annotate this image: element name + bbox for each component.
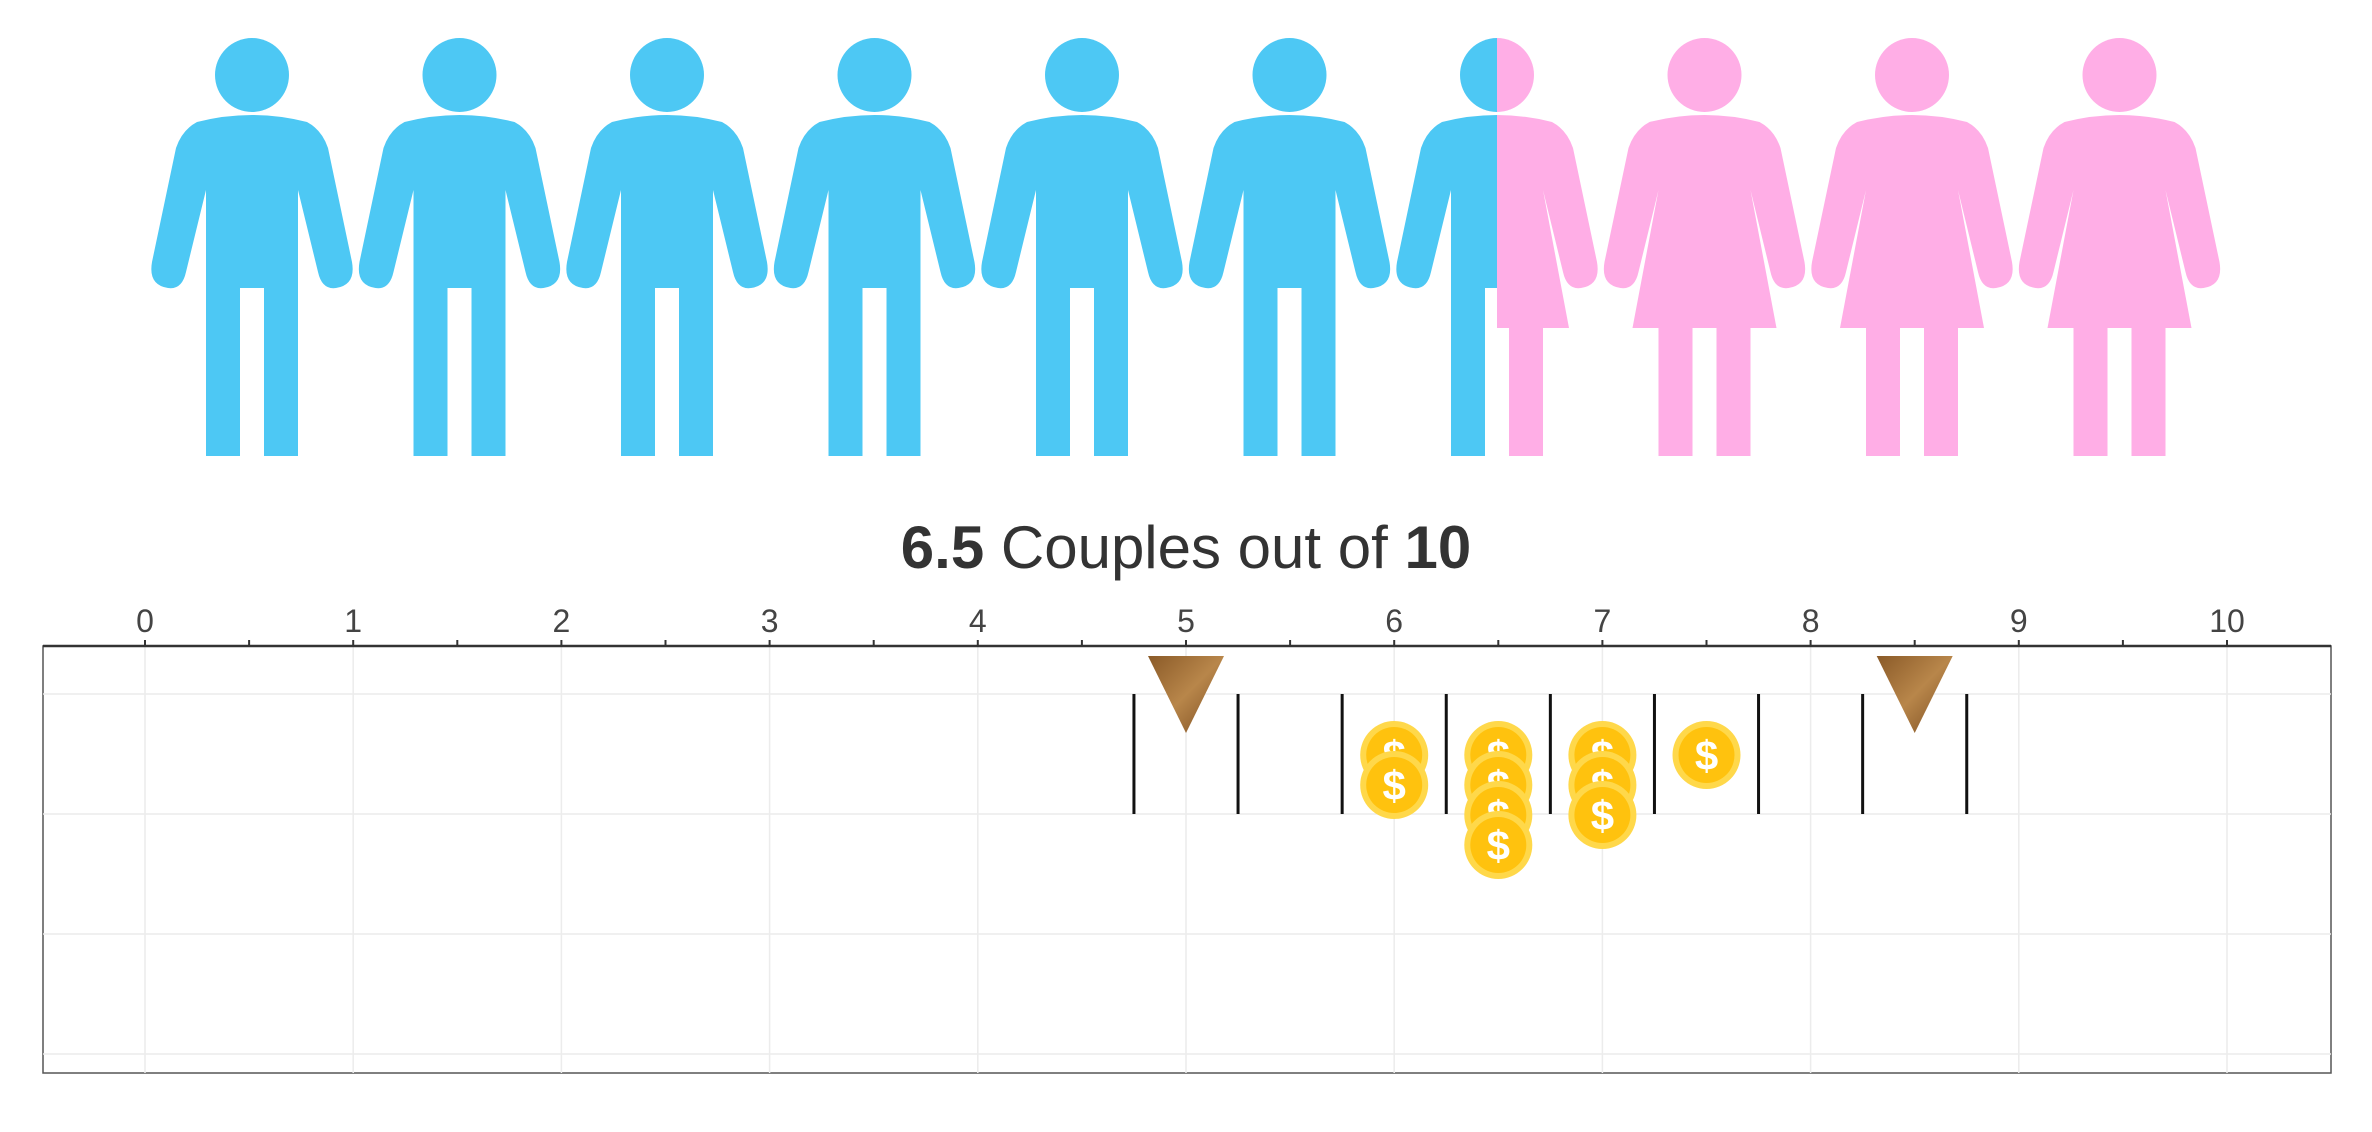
headline: 6.5 Couples out of 10 (0, 510, 2372, 586)
headline-total: 10 (1404, 514, 1472, 581)
person-icon (2018, 38, 2221, 456)
male-person-icon (151, 38, 353, 456)
female-person-icon (2018, 38, 2221, 456)
male-person-icon (773, 38, 976, 456)
person-icon (151, 38, 353, 456)
x-tick-label: 5 (1177, 603, 1195, 639)
person-icon (773, 38, 976, 456)
person-icon (566, 38, 768, 456)
coin-marker: $ (1672, 721, 1741, 789)
x-tick-label: 3 (761, 603, 779, 639)
male-person-icon (981, 38, 1183, 456)
headline-text: Couples out of (984, 514, 1405, 581)
male-person-icon (358, 38, 561, 456)
person-icon (358, 38, 561, 456)
person-icon (1188, 38, 1391, 456)
person-icon (1603, 38, 1806, 456)
female-person-icon (1603, 38, 1806, 456)
x-tick-label: 7 (1594, 603, 1612, 639)
coin-symbol: $ (1383, 762, 1406, 809)
x-tick-label: 10 (2209, 603, 2245, 639)
person-icon (1396, 38, 1598, 456)
x-tick-label: 9 (2010, 603, 2028, 639)
male-person-icon (1188, 38, 1391, 456)
person-icon (981, 38, 1183, 456)
x-tick-label: 1 (344, 603, 362, 639)
x-tick-label: 6 (1385, 603, 1403, 639)
coin-symbol: $ (1487, 822, 1510, 869)
coin-marker: $ (1568, 781, 1637, 849)
x-tick-label: 0 (136, 603, 154, 639)
triangle-marker (1876, 656, 1953, 733)
coin-symbol: $ (1695, 732, 1718, 779)
coin-marker: $ (1464, 811, 1533, 879)
coin-symbol: $ (1591, 792, 1614, 839)
people-pictogram (151, 38, 2221, 456)
male-person-icon (566, 38, 768, 456)
x-tick-label: 8 (1802, 603, 1820, 639)
person-icon (1811, 38, 2013, 456)
x-tick-label: 4 (969, 603, 987, 639)
coin-marker: $ (1360, 751, 1429, 819)
triangle-marker (1148, 656, 1224, 733)
headline-value: 6.5 (900, 514, 985, 581)
female-person-icon (1811, 38, 2013, 456)
x-tick-label: 2 (553, 603, 571, 639)
